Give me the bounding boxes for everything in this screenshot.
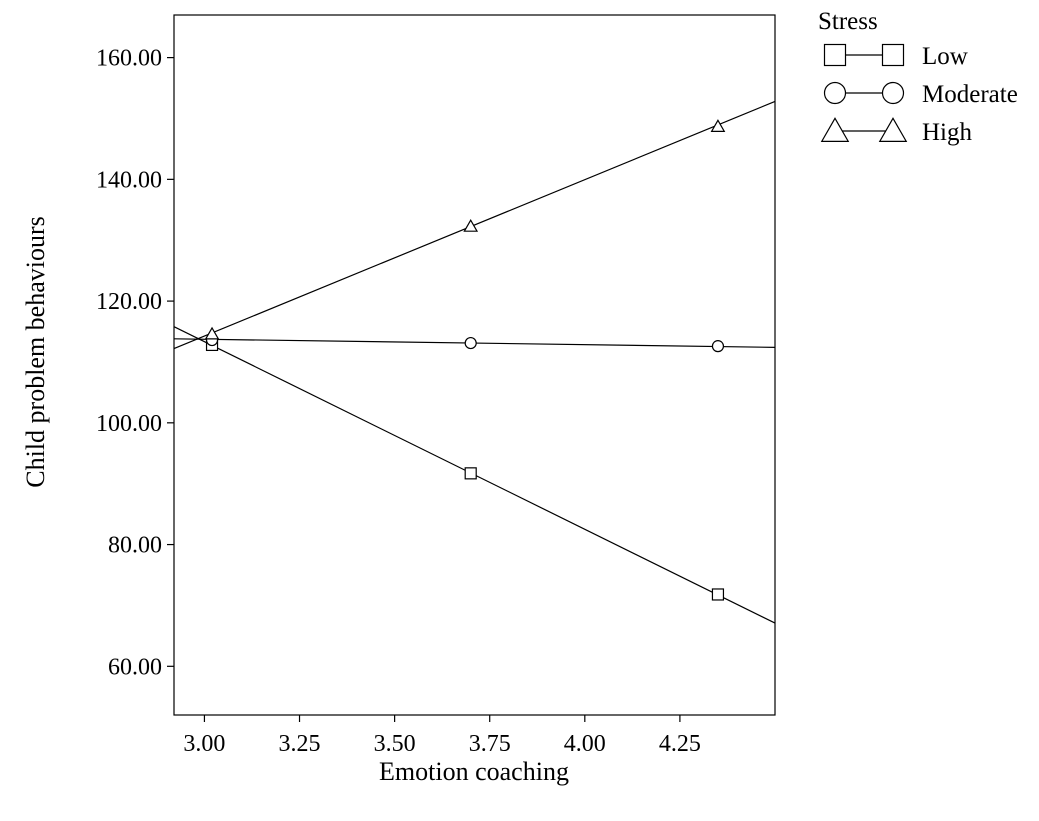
y-tick-label: 140.00: [96, 167, 162, 193]
x-axis: 3.00 3.25 3.50 3.75 4.00 4.25: [183, 715, 701, 757]
data-point-high: [710, 119, 726, 132]
legend-title: Stress: [818, 8, 878, 35]
legend-item-moderate: Moderate: [823, 81, 1018, 108]
x-tick-label: 3.50: [374, 731, 416, 757]
x-tick-label: 3.25: [279, 731, 321, 757]
x-tick-label: 4.25: [659, 731, 701, 757]
legend-marker-end: [881, 43, 905, 67]
y-axis-title: Child problem behaviours: [21, 216, 50, 488]
data-markers: [204, 119, 726, 601]
y-tick-label: 160.00: [96, 46, 162, 72]
x-tick-label: 3.75: [469, 731, 511, 757]
data-point-low: [464, 467, 477, 480]
x-tick-label: 3.00: [183, 731, 225, 757]
data-point-high: [463, 218, 479, 232]
legend-label: High: [922, 119, 973, 146]
fit-lines: [173, 100, 776, 624]
legend-marker-end: [881, 81, 905, 105]
data-point-high: [204, 326, 220, 340]
legend-marker-start: [820, 117, 850, 142]
data-point-moderate: [711, 340, 725, 353]
y-tick-label: 60.00: [108, 654, 162, 680]
series-line-high: [173, 100, 776, 350]
y-axis: 60.00 80.00 100.00 120.00 140.00 160.00: [96, 46, 174, 680]
legend-label: Moderate: [922, 81, 1018, 108]
x-axis-title: Emotion coaching: [379, 757, 569, 786]
plot-frame: [173, 14, 776, 716]
data-point-low: [711, 588, 725, 601]
legend-item-high: High: [820, 117, 973, 146]
legend-label: Low: [922, 43, 968, 70]
legend-item-low: Low: [823, 43, 968, 70]
x-tick-label: 4.00: [564, 731, 606, 757]
legend-marker-start: [823, 81, 847, 105]
y-tick-label: 100.00: [96, 411, 162, 437]
y-tick-label: 80.00: [108, 533, 162, 559]
legend-marker-end: [878, 117, 908, 142]
data-point-moderate: [464, 336, 477, 350]
legend: Stress Low Moderate High: [818, 8, 1018, 146]
legend-marker-start: [823, 43, 847, 67]
y-tick-label: 120.00: [96, 289, 162, 315]
